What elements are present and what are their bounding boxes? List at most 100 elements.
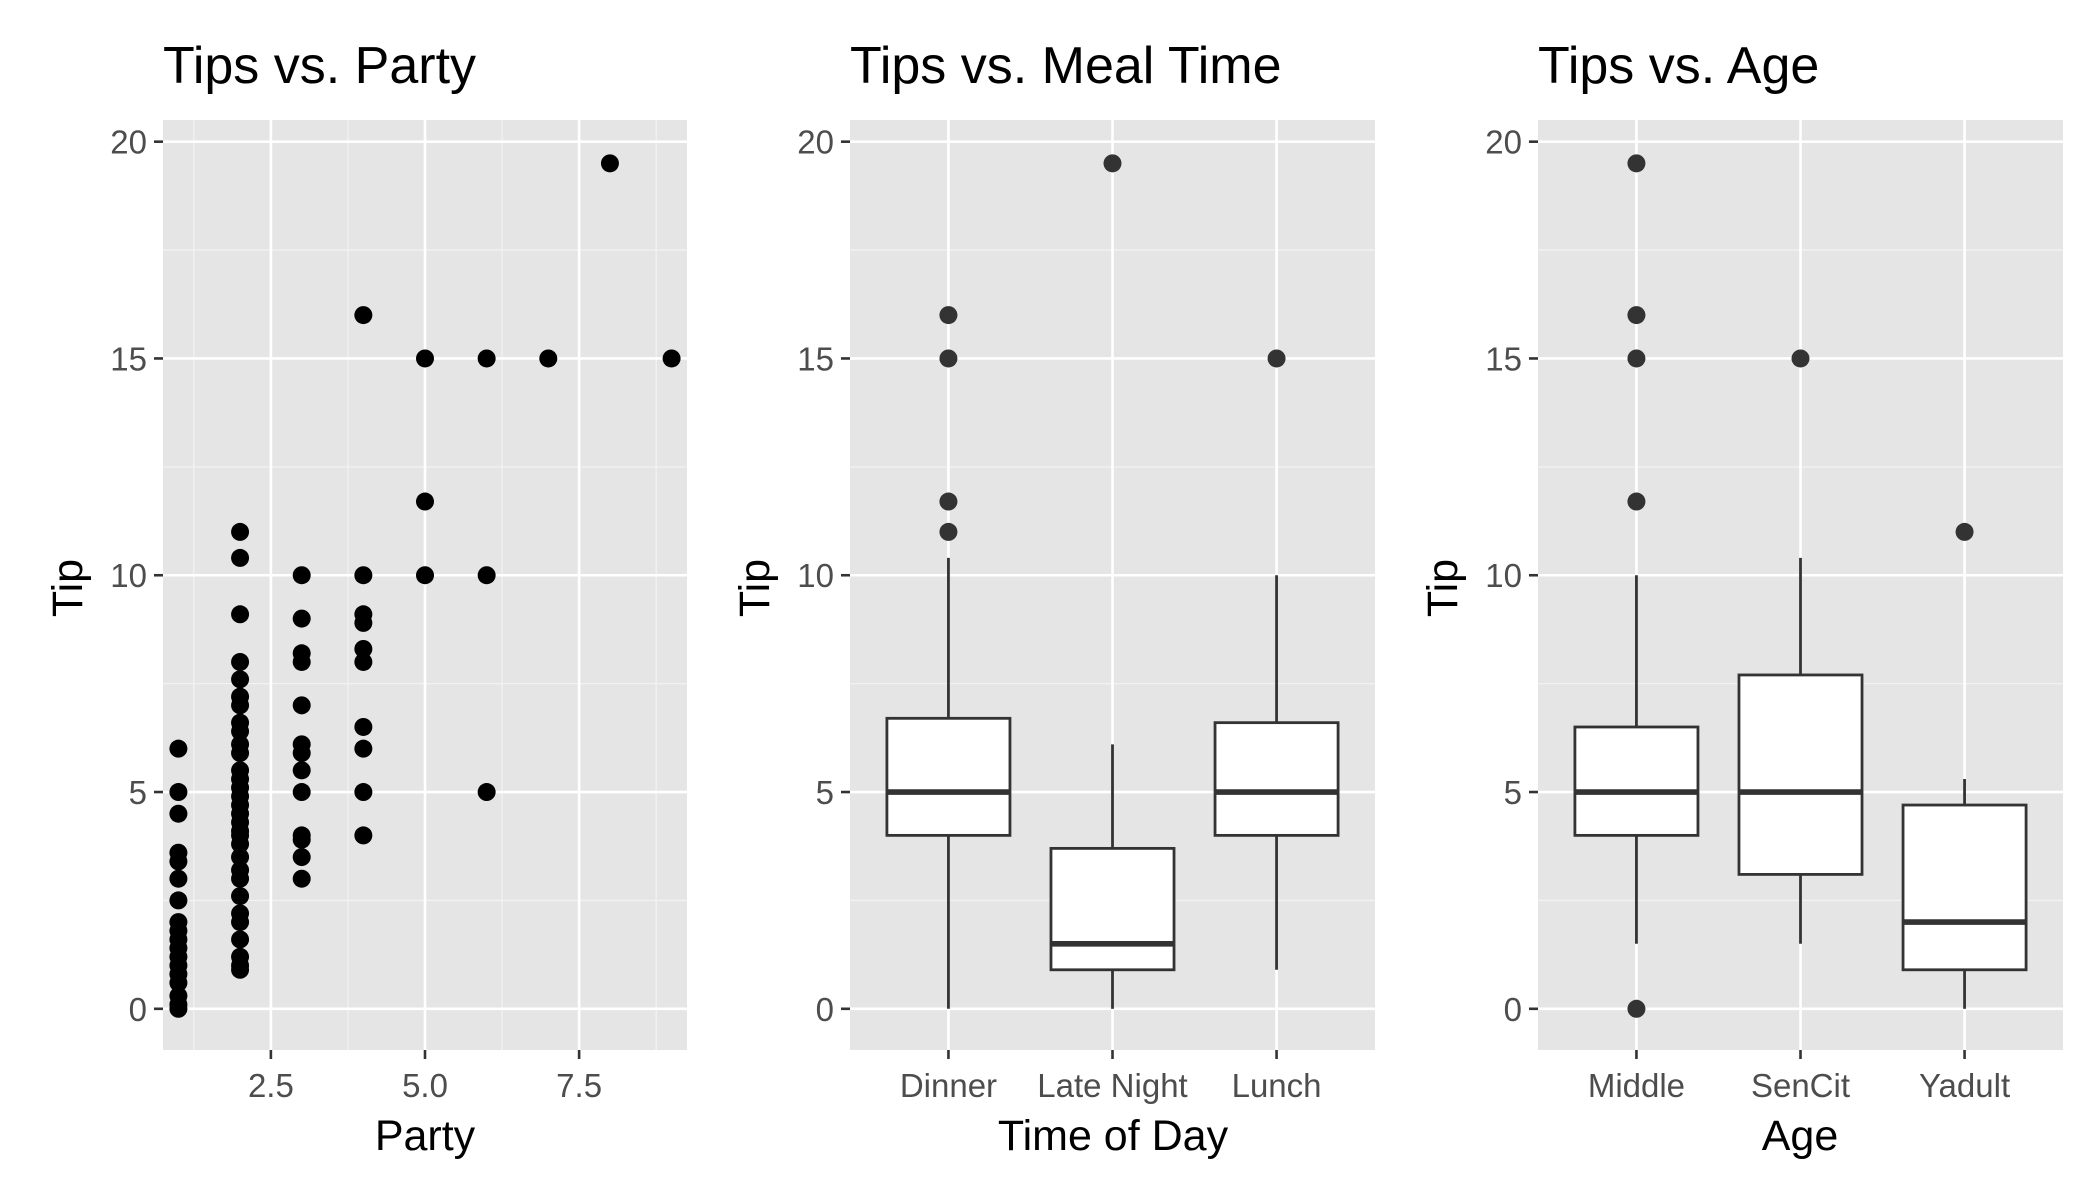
scatter-point [231,652,250,671]
scatter-point [292,696,311,715]
y-tick-label: 15 [797,340,834,377]
box-iqr [885,716,1012,837]
data-marks [169,154,681,1018]
plot-title: Tips vs. Age [1538,37,1819,95]
x-category-label: Lunch [1232,1067,1322,1104]
scatter-point [539,349,558,368]
box-iqr [1573,725,1700,837]
y-tick-label: 10 [797,557,834,594]
y-tick-label: 5 [129,774,147,811]
box-iqr [1213,721,1340,837]
y-tick-label: 0 [1504,991,1522,1028]
boxplot-panel-age: 0 5 10 15 20 Middle SenCit Yadult Tips vs. Age T… [1419,37,2063,1160]
scatter-point [231,960,250,979]
scatter-point [416,349,434,368]
box-iqr [1901,803,2028,972]
y-tick-label: 10 [110,557,147,594]
scatter-point [416,566,434,585]
box-outlier [1627,349,1646,368]
scatter-point [662,349,681,368]
x-axis-title: Time of Day [998,1112,1229,1160]
y-tick-label: 15 [110,340,147,377]
box-iqr [1737,673,1864,876]
scatter-point [169,869,188,888]
scatter-point [292,566,311,585]
box-outlier [939,349,958,368]
box-iqr [1049,846,1176,972]
scatter-point [292,783,311,802]
x-axis-title: Age [1762,1112,1839,1160]
box-outlier [1267,349,1286,368]
y-tick-label: 20 [1485,124,1522,161]
y-tick-label: 10 [1485,557,1522,594]
x-axis-title: Party [375,1112,476,1160]
scatter-point [231,722,250,741]
box-outlier [1955,522,1974,541]
scatter-point [231,930,250,949]
boxplot-panel-meal-time: 0 5 10 15 20 Dinner Late Night Lunch Tips vs. Me… [731,37,1375,1160]
scatter-point [354,306,373,325]
scatter-point [477,349,496,368]
scatter-point [231,913,250,932]
box-outlier [939,492,958,511]
scatter-point [292,869,311,888]
y-tick-label: 15 [1485,340,1522,377]
y-tick-label: 20 [797,124,834,161]
scatter-point [416,492,434,511]
scatter-point [354,566,373,585]
y-axis-title: Tip [731,559,779,617]
scatter-point [477,783,496,802]
scatter-point [231,548,250,567]
y-tick-label: 0 [129,991,147,1028]
scatter-point [169,852,188,871]
scatter-point [354,826,373,845]
x-tick-label: 7.5 [556,1067,602,1104]
box-outlier [939,306,958,325]
x-category-label: SenCit [1751,1067,1850,1104]
scatter-point [292,830,311,849]
scatter-point [231,670,250,689]
x-tick-label: 2.5 [248,1067,294,1104]
scatter-point [169,804,188,823]
y-tick-label: 20 [110,124,147,161]
data-marks [1573,154,2028,1018]
y-tick-label: 5 [816,774,834,811]
y-tick-label: 5 [1504,774,1522,811]
plot-title: Tips vs. Party [163,37,476,95]
scatter-point [231,869,250,888]
scatter-point [354,717,373,736]
x-category-label: Late Night [1037,1067,1187,1104]
scatter-point [169,973,188,992]
scatter-point [292,848,311,867]
scatter-point [231,887,250,906]
box-outlier [1627,999,1646,1018]
scatter-point [169,739,188,758]
scatter-point [354,639,373,658]
scatter-panel-party: 0 5 10 15 20 2.5 5.0 7.5 Tips vs. Party Tip Part… [44,37,687,1160]
x-category-label: Dinner [900,1067,997,1104]
box-outlier [1627,306,1646,325]
scatter-point [231,848,250,867]
scatter-point [292,744,311,763]
box-outlier [939,522,958,541]
plot-title: Tips vs. Meal Time [850,37,1282,95]
data-marks [885,154,1340,1009]
scatter-point [477,566,496,585]
box-outlier [1627,154,1646,173]
y-axis-title: Tip [44,559,92,617]
scatter-point [600,154,619,173]
box-outlier [1627,492,1646,511]
scatter-point [231,522,250,541]
scatter-point [292,609,311,628]
scatter-point [354,652,373,671]
y-axis-title: Tip [1419,559,1467,617]
scatter-point [231,696,250,715]
scatter-point [292,761,311,780]
x-tick-label: 5.0 [402,1067,448,1104]
scatter-point [169,891,188,910]
scatter-point [231,605,250,624]
plot-area: 0 5 10 15 20 2.5 5.0 7.5 [110,120,687,1104]
scatter-point [354,613,373,632]
x-category-label: Yadult [1919,1067,2010,1104]
